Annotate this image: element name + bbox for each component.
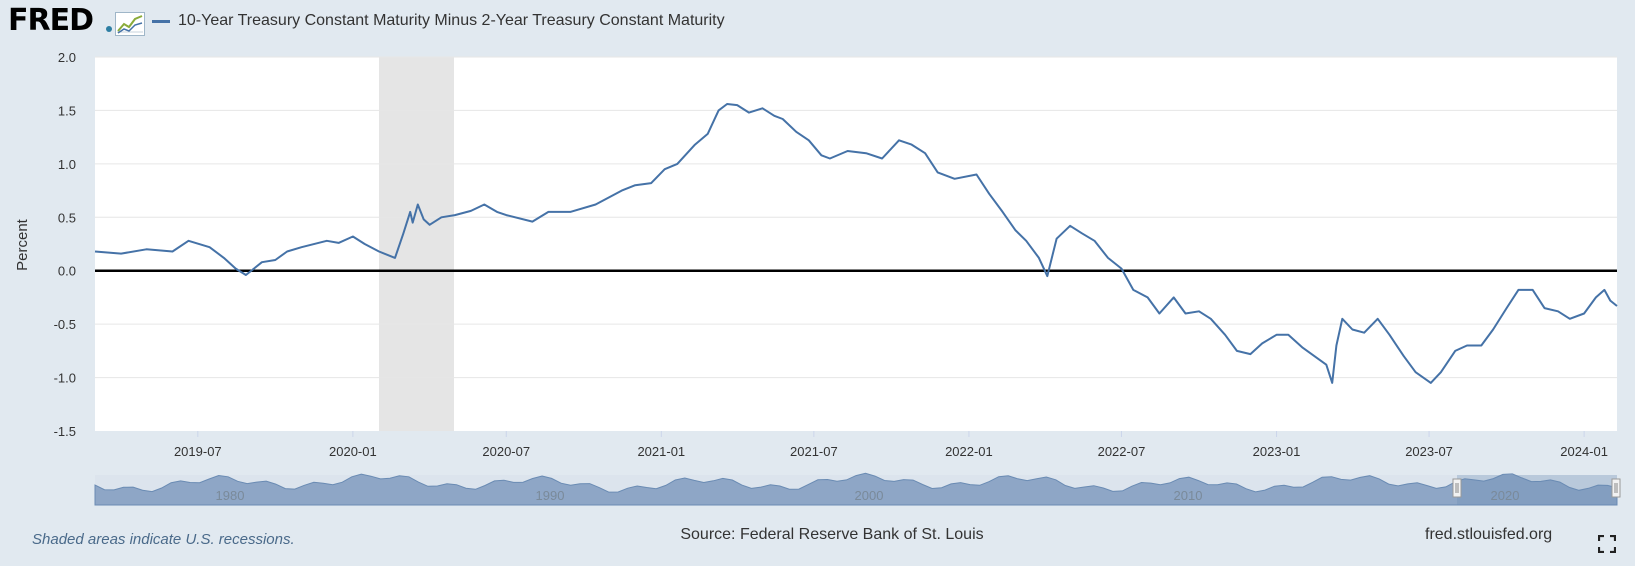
legend-swatch — [152, 19, 170, 23]
fred-logo-dot — [106, 26, 112, 32]
navigator-selected-range[interactable] — [1457, 475, 1617, 505]
line-chart-icon — [115, 12, 145, 36]
source-url[interactable]: fred.stlouisfed.org — [1425, 526, 1553, 543]
x-tick-label: 2023-07 — [1405, 444, 1453, 459]
fred-logo-text: FRED — [8, 3, 94, 38]
navigator-labels: 1980 1990 2000 2010 2020 — [216, 488, 1520, 503]
x-tick-label: 2022-07 — [1098, 444, 1146, 459]
x-tick-label: 2019-07 — [174, 444, 222, 459]
y-tick-label: 1.0 — [58, 157, 76, 172]
x-tick-label: 2020-01 — [329, 444, 377, 459]
y-tick-label: -0.5 — [54, 317, 76, 332]
x-tick-label: 2023-01 — [1253, 444, 1301, 459]
y-tick-labels: -1.5 -1.0 -0.5 0.0 0.5 1.0 1.5 2.0 — [54, 50, 76, 439]
recession-band — [379, 57, 455, 431]
chart-legend[interactable]: 10-Year Treasury Constant Maturity Minus… — [152, 9, 725, 33]
fred-logo[interactable]: FRED — [8, 3, 145, 38]
x-tick-label: 2021-01 — [637, 444, 685, 459]
x-tick-label: 2022-01 — [945, 444, 993, 459]
navigator-series-area — [94, 472, 1618, 506]
navigator-right-handle[interactable] — [1611, 478, 1621, 498]
plot-background — [95, 57, 1617, 431]
y-grid — [95, 56, 1617, 379]
navigator-left-handle[interactable] — [1452, 478, 1462, 498]
navigator-label: 2020 — [1491, 488, 1520, 503]
y-tick-label: 2.0 — [58, 50, 76, 65]
series-line[interactable] — [94, 103, 1618, 384]
navigator-label: 2000 — [855, 488, 884, 503]
legend-label: 10-Year Treasury Constant Maturity Minus… — [178, 12, 725, 29]
y-axis-title: Percent — [14, 218, 31, 271]
source-note: Source: Federal Reserve Bank of St. Loui… — [680, 526, 984, 543]
x-tick-label: 2020-07 — [482, 444, 530, 459]
x-tick-label: 2024-01 — [1560, 444, 1608, 459]
y-tick-label: 0.0 — [58, 264, 76, 279]
y-tick-label: 1.5 — [58, 103, 76, 118]
navigator[interactable]: 1980 1990 2000 2010 2020 — [94, 472, 1621, 506]
fullscreen-icon[interactable] — [1598, 535, 1616, 553]
recession-note: Shaded areas indicate U.S. recessions. — [32, 531, 295, 548]
y-tick-label: 0.5 — [58, 210, 76, 225]
x-tick-labels: 2019-07 2020-01 2020-07 2021-01 2021-07 2022-… — [174, 431, 1608, 459]
navigator-label: 1990 — [536, 488, 565, 503]
navigator-label: 1980 — [216, 488, 245, 503]
y-tick-label: -1.5 — [54, 424, 76, 439]
recession-bands — [379, 57, 455, 431]
y-tick-label: -1.0 — [54, 371, 76, 386]
navigator-label: 2010 — [1174, 488, 1203, 503]
x-tick-label: 2021-07 — [790, 444, 838, 459]
